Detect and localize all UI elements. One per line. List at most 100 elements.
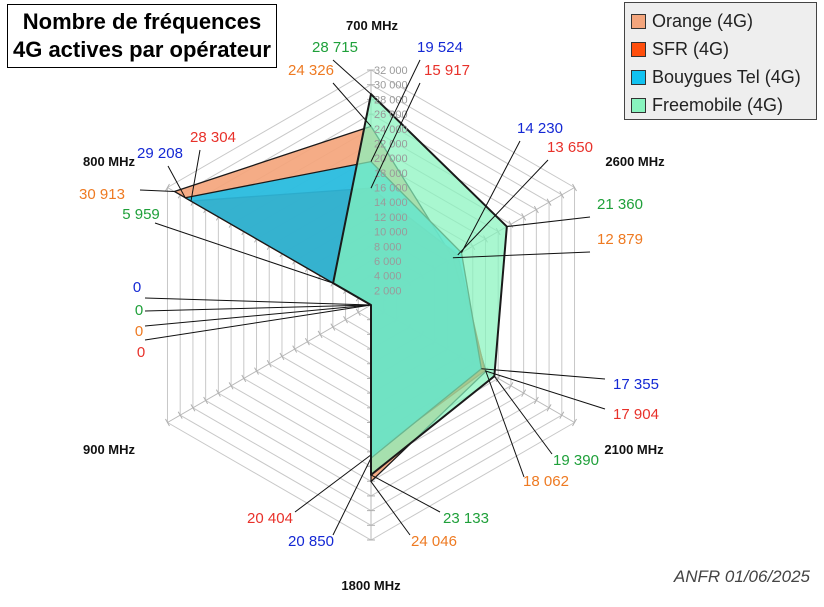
legend-label-sfr: SFR (4G) bbox=[652, 38, 730, 59]
data-label-bouygues-4: 0 bbox=[133, 279, 141, 296]
grid-tick-mark bbox=[190, 404, 196, 412]
tick-label: 2 000 bbox=[374, 285, 402, 297]
data-label-freemobile-0: 28 715 bbox=[312, 39, 358, 56]
data-label-orange-3: 24 046 bbox=[411, 533, 457, 550]
data-label-orange-5: 30 913 bbox=[79, 186, 125, 203]
axis-label-700-mhz: 700 MHz bbox=[346, 18, 399, 33]
grid-tick-mark bbox=[559, 411, 565, 419]
chart-title-line-2: 4G actives par opérateur bbox=[12, 37, 271, 62]
grid-tick-mark bbox=[343, 315, 348, 324]
data-label-leader bbox=[144, 304, 372, 312]
data-label-sfr-3: 20 404 bbox=[247, 510, 293, 527]
data-label-sfr-2: 17 904 bbox=[613, 406, 659, 423]
radial-tick-labels: 2 000 4 000 6 000 8 000 10 000 12 000 14 000 16… bbox=[374, 65, 408, 297]
data-label-leader bbox=[332, 457, 372, 536]
data-label-sfr-4: 0 bbox=[137, 344, 145, 361]
data-label-leader bbox=[452, 251, 591, 259]
axis-label-1800-mhz: 1800 MHz bbox=[341, 578, 401, 593]
grid-tick-mark bbox=[546, 198, 552, 206]
legend-item-orange: Orange (4G) bbox=[631, 7, 810, 35]
grid-tick-mark bbox=[203, 396, 209, 405]
data-label-leader bbox=[370, 82, 421, 189]
grid-tick-mark bbox=[495, 374, 501, 383]
data-label-leader bbox=[332, 82, 372, 127]
data-label-orange-0: 24 326 bbox=[288, 62, 334, 79]
legend-label-orange: Orange (4G) bbox=[652, 10, 754, 31]
tick-label: 18 000 bbox=[374, 168, 408, 180]
data-label-freemobile-5: 5 959 bbox=[122, 206, 160, 223]
grid-tick-mark bbox=[508, 382, 514, 390]
data-label-leader bbox=[370, 474, 441, 513]
legend-item-bouygues: Bouygues Tel (4G) bbox=[631, 63, 810, 91]
grid-tick-mark bbox=[572, 183, 577, 192]
source-note: ANFR 01/06/2025 bbox=[673, 567, 810, 586]
grid-tick-mark bbox=[508, 220, 514, 228]
data-label-leader bbox=[370, 59, 421, 162]
data-label-orange-2: 18 062 bbox=[523, 473, 569, 490]
axis-label-2100-mhz: 2100 MHz bbox=[604, 442, 664, 457]
data-label-leader bbox=[485, 371, 525, 478]
data-label-sfr-5: 28 304 bbox=[190, 129, 236, 146]
data-label-leader bbox=[493, 375, 553, 455]
tick-label: 6 000 bbox=[374, 256, 402, 268]
data-labels: 28 715 19 524 24 326 15 917 14 230 13 650 21 3… bbox=[79, 39, 659, 550]
grid-tick-mark bbox=[559, 191, 565, 199]
grid-tick-mark bbox=[533, 396, 539, 405]
data-label-bouygues-1: 14 230 bbox=[517, 120, 563, 137]
tick-label: 14 000 bbox=[374, 197, 408, 209]
legend-swatch-bouygues bbox=[631, 69, 646, 85]
data-label-leader bbox=[294, 454, 372, 513]
data-label-leader bbox=[481, 368, 606, 380]
legend-item-freemobile: Freemobile (4G) bbox=[631, 91, 810, 119]
grid-tick-mark bbox=[521, 213, 527, 221]
data-label-leader bbox=[144, 304, 372, 327]
tick-label: 30 000 bbox=[374, 80, 408, 92]
data-label-leader bbox=[139, 189, 175, 192]
legend: Orange (4G) SFR (4G) Bouygues Tel (4G) F… bbox=[624, 2, 817, 120]
axis-label-2600-mhz: 2600 MHz bbox=[605, 154, 665, 169]
data-label-leader bbox=[461, 140, 521, 253]
axis-label-900-mhz: 900 MHz bbox=[83, 442, 136, 457]
legend-item-sfr: SFR (4G) bbox=[631, 35, 810, 63]
grid-tick-mark bbox=[177, 411, 183, 419]
grid-tick-mark bbox=[330, 323, 336, 331]
data-label-freemobile-4: 0 bbox=[135, 302, 143, 319]
data-label-sfr-1: 13 650 bbox=[547, 139, 593, 156]
grid-tick-mark bbox=[317, 330, 323, 339]
data-label-leader bbox=[370, 481, 411, 536]
grid-tick-mark bbox=[241, 374, 247, 383]
legend-label-bouygues: Bouygues Tel (4G) bbox=[652, 66, 801, 87]
data-label-freemobile-3: 23 133 bbox=[443, 510, 489, 527]
legend-swatch-orange bbox=[631, 13, 646, 29]
data-label-freemobile-2: 19 390 bbox=[553, 452, 599, 469]
data-label-bouygues-5: 29 208 bbox=[137, 145, 183, 162]
data-label-leader bbox=[144, 297, 372, 306]
data-label-bouygues-2: 17 355 bbox=[613, 376, 659, 393]
legend-label-freemobile: Freemobile (4G) bbox=[652, 94, 784, 115]
grid-tick-mark bbox=[266, 360, 272, 368]
tick-label: 24 000 bbox=[374, 124, 408, 136]
data-label-freemobile-1: 21 360 bbox=[597, 196, 643, 213]
tick-label: 26 000 bbox=[374, 109, 408, 121]
tick-label: 16 000 bbox=[374, 183, 408, 195]
tick-label: 8 000 bbox=[374, 241, 402, 253]
grid-tick-mark bbox=[215, 389, 221, 397]
tick-label: 4 000 bbox=[374, 271, 402, 283]
grid-tick-mark bbox=[355, 308, 361, 317]
data-label-bouygues-3: 20 850 bbox=[288, 533, 334, 550]
axis-labels: 700 MHz 2600 MHz 2100 MHz 1800 MHz 900 MHz 80… bbox=[83, 18, 665, 593]
grid-tick-mark bbox=[165, 183, 170, 192]
data-label-leader bbox=[484, 370, 606, 410]
legend-swatch-freemobile bbox=[631, 97, 646, 113]
data-label-orange-1: 12 879 bbox=[597, 231, 643, 248]
tick-label: 12 000 bbox=[374, 212, 408, 224]
grid-tick-mark bbox=[292, 345, 298, 353]
data-label-bouygues-0: 19 524 bbox=[417, 39, 463, 56]
tick-label: 10 000 bbox=[374, 227, 408, 239]
data-label-leader bbox=[506, 216, 591, 228]
data-label-leader bbox=[144, 304, 372, 341]
data-label-leader bbox=[167, 165, 186, 198]
grid-tick-mark bbox=[165, 418, 170, 427]
data-label-leader bbox=[154, 222, 334, 284]
data-label-sfr-0: 15 917 bbox=[424, 62, 470, 79]
